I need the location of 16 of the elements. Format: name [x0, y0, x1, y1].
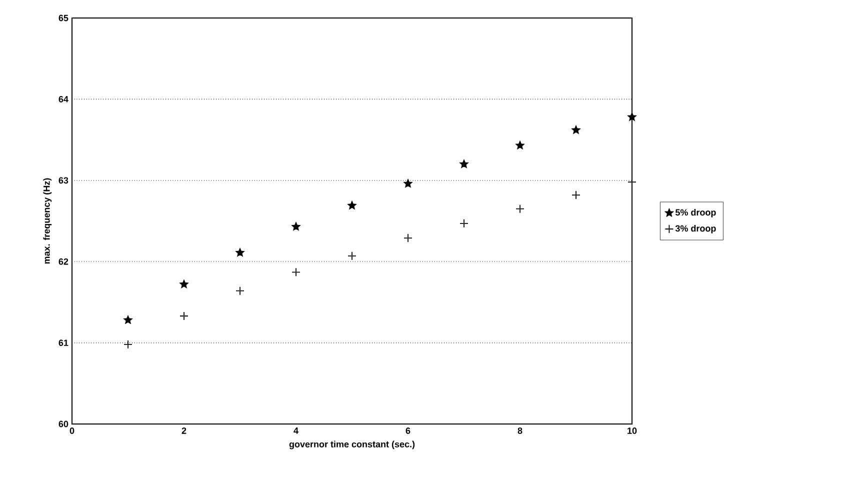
y-tick-label: 63: [58, 177, 68, 184]
y-axis-title: max. frequency (Hz): [43, 178, 52, 264]
y-tick-label: 65: [58, 14, 68, 22]
y-tick-label: 64: [58, 96, 68, 102]
legend-label: 3% droop: [675, 224, 716, 234]
y-tick-label: 62: [58, 258, 68, 265]
y-tick-label: 60: [58, 420, 68, 428]
x-tick-label: 10: [628, 428, 637, 434]
legend-label: 5% droop: [675, 208, 716, 218]
x-tick-label: 4: [294, 428, 298, 434]
x-tick-label: 6: [406, 428, 410, 434]
x-axis-title: governor time constant (sec.): [289, 440, 415, 450]
x-tick-label: 2: [182, 428, 186, 434]
y-tick-label: 61: [58, 340, 68, 346]
x-tick-label: 0: [70, 428, 74, 434]
x-tick-label: 8: [518, 428, 522, 434]
